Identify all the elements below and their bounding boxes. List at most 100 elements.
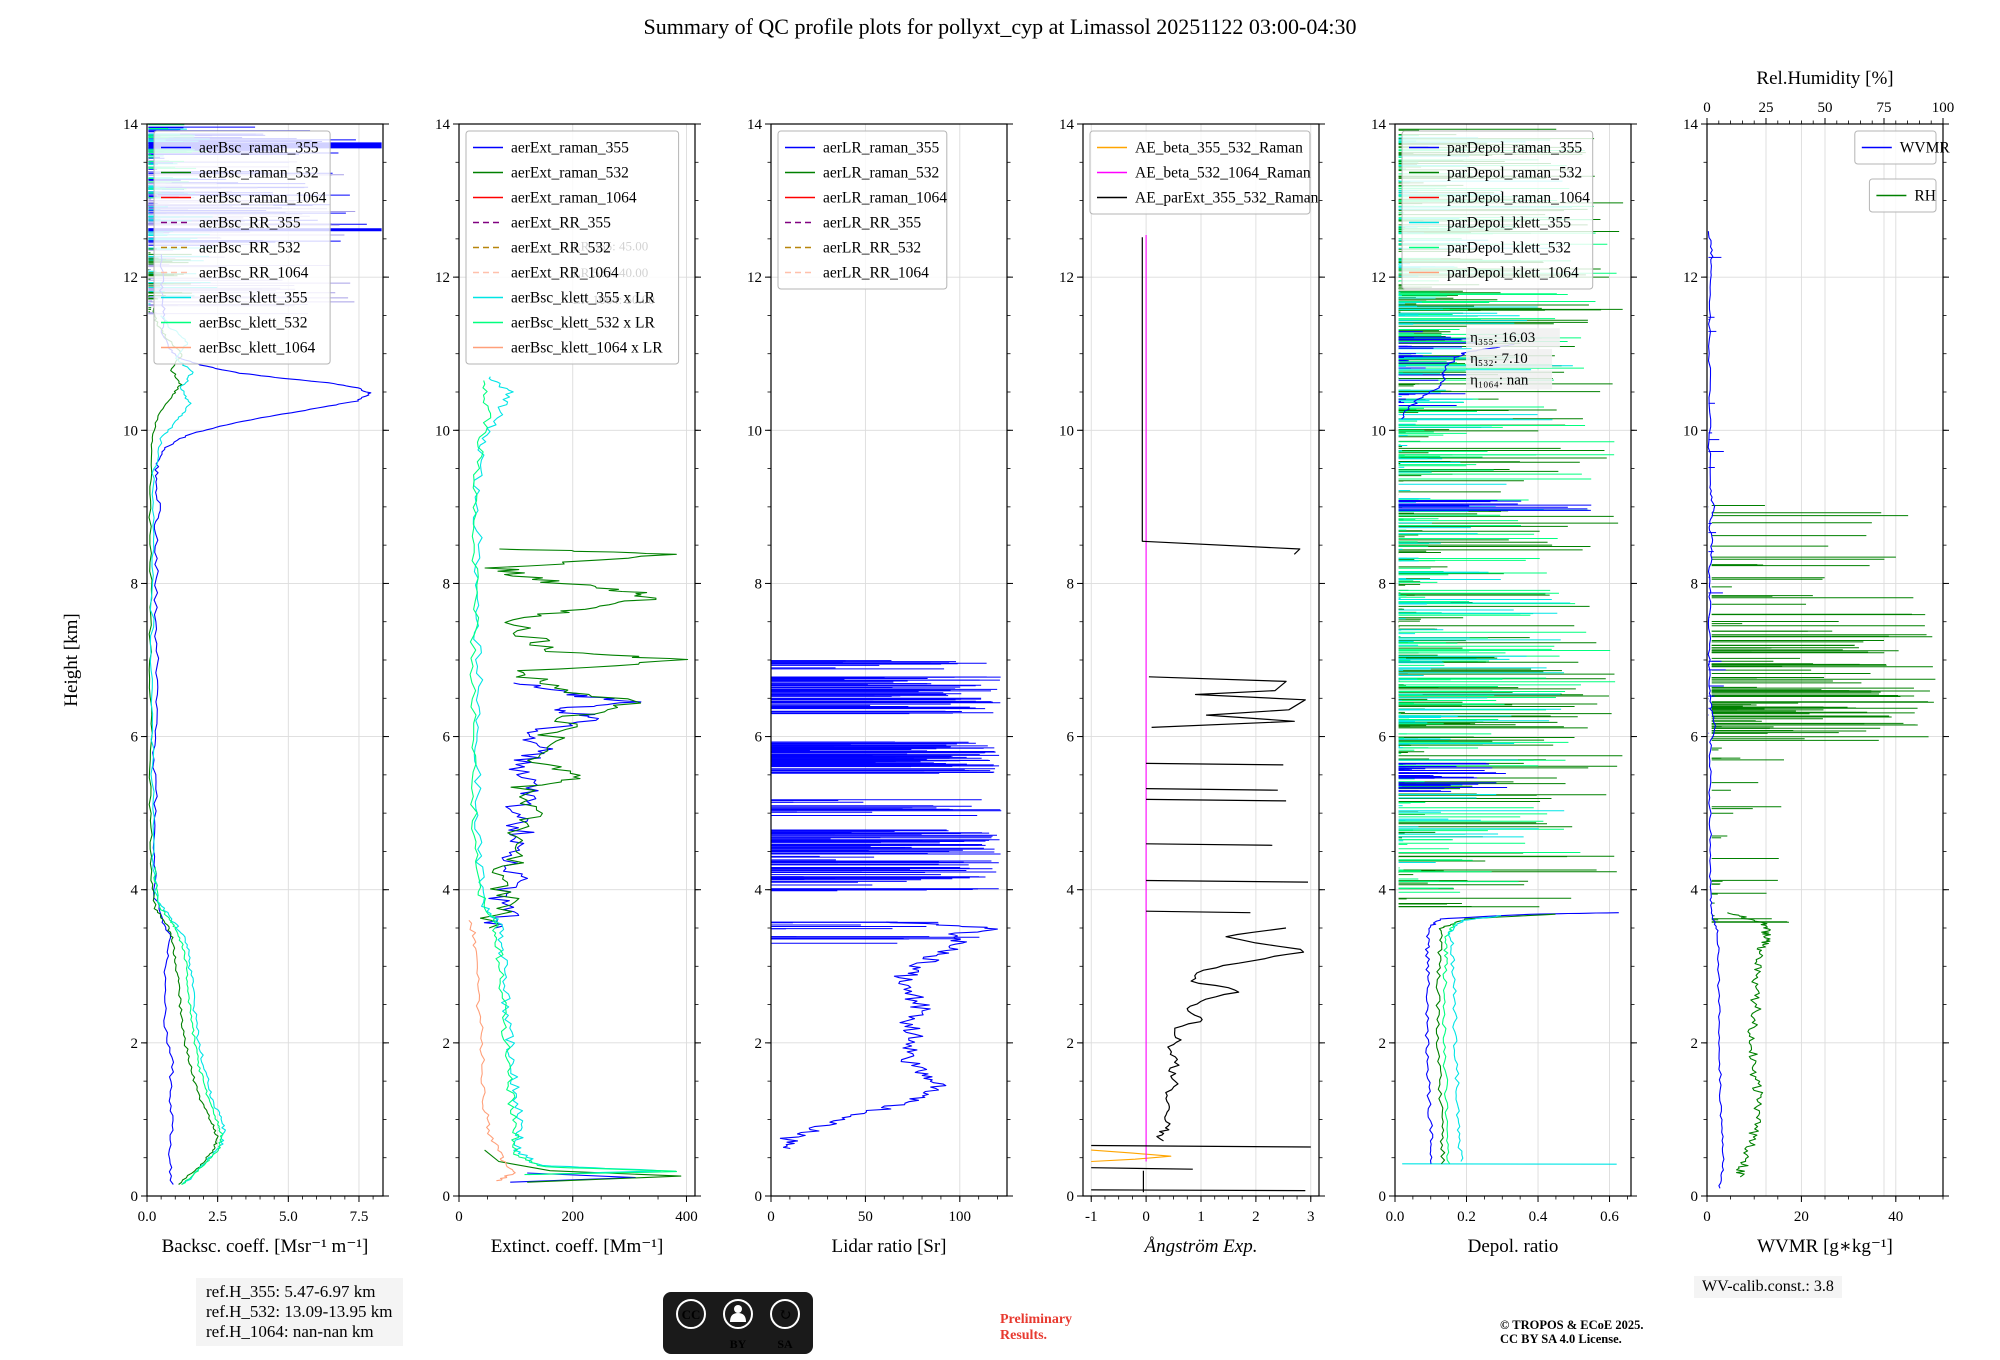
svg-text:12: 12 xyxy=(1371,270,1386,286)
legend-label: RH xyxy=(1914,188,1936,205)
svg-text:8: 8 xyxy=(1067,576,1075,592)
ref-height-355: ref.H_355: 5.47-6.97 km xyxy=(206,1282,376,1301)
legend-label: aerBsc_klett_1064 x LR xyxy=(511,340,663,357)
legend-label: AE_beta_355_532_Raman xyxy=(1135,140,1303,157)
x-axis-label: Backsc. coeff. [Msr⁻¹ m⁻¹] xyxy=(162,1236,369,1257)
noise-rh-noise xyxy=(1711,613,1936,741)
legend-label: aerBsc_raman_355 xyxy=(199,140,319,157)
svg-text:12: 12 xyxy=(1683,270,1698,286)
legend: aerBsc_raman_355 aerBsc_raman_532 aerBsc_r… xyxy=(153,130,331,365)
data-layer xyxy=(1091,235,1311,1193)
legend-label: aerExt_RR_355 xyxy=(511,215,611,232)
svg-text:6: 6 xyxy=(443,730,451,746)
svg-text:0.4: 0.4 xyxy=(1529,1209,1548,1225)
axis-ticks xyxy=(453,123,701,1202)
svg-text:η₁₀₆₄: nan: η₁₀₆₄: nan xyxy=(1470,372,1529,388)
svg-text:-1: -1 xyxy=(1085,1209,1098,1225)
noise-klett-355-noise xyxy=(1398,137,1573,867)
x-axis-label: WVMR [g∗kg⁻¹] xyxy=(1757,1236,1893,1257)
annotation: η₅₃₂: 7.10 xyxy=(1466,348,1553,368)
svg-text:7.5: 7.5 xyxy=(350,1209,369,1225)
badge-sa-label: SA xyxy=(777,1337,793,1351)
legend-label: AE_parExt_355_532_Raman xyxy=(1135,190,1319,207)
legend: parDepol_raman_355 parDepol_raman_532 parD… xyxy=(1401,130,1594,290)
legend: WVMR xyxy=(1854,130,1951,165)
legend-label: WVMR xyxy=(1900,140,1951,157)
series-parDepol_klett_532 xyxy=(1441,921,1456,1165)
svg-text:2: 2 xyxy=(1067,1036,1075,1052)
legend-label: aerBsc_klett_1064 xyxy=(199,340,315,357)
svg-text:400: 400 xyxy=(675,1209,698,1225)
legend-label: aerLR_RR_355 xyxy=(823,215,921,232)
svg-text:20: 20 xyxy=(1794,1209,1809,1225)
person-head-icon xyxy=(734,1305,742,1313)
svg-text:0: 0 xyxy=(1379,1189,1387,1205)
svg-text:0: 0 xyxy=(1703,1209,1711,1225)
svg-text:100: 100 xyxy=(1932,100,1955,116)
series-AE_parExt-segH xyxy=(1091,1189,1306,1192)
data-layer xyxy=(771,660,1002,1150)
x-axis-label: Ångström Exp. xyxy=(1143,1236,1258,1257)
legend-label: aerBsc_klett_532 x LR xyxy=(511,315,655,332)
noise-raman-355-noise xyxy=(1398,762,1508,792)
svg-text:0: 0 xyxy=(443,1189,451,1205)
svg-text:200: 200 xyxy=(561,1209,584,1225)
tick-labels: 0 2 4 6 8 10 12 14 0.0 0.2 0.4 0.6 xyxy=(1371,117,1619,1225)
cc-icon-label: CC xyxy=(682,1307,701,1322)
legend-label: aerBsc_klett_532 xyxy=(199,315,307,332)
svg-text:2: 2 xyxy=(1379,1036,1387,1052)
svg-text:4: 4 xyxy=(443,883,451,899)
svg-text:100: 100 xyxy=(949,1209,972,1225)
legend-label: parDepol_klett_1064 xyxy=(1447,265,1579,282)
panel-angstrom: 0 2 4 6 8 10 12 14 -1 0 1 2 3 Ångström Exp. AE_beta_35… xyxy=(1024,60,1336,1300)
ref-height-532: ref.H_532: 13.09-13.95 km xyxy=(206,1302,393,1321)
svg-text:0.0: 0.0 xyxy=(1386,1209,1405,1225)
svg-text:12: 12 xyxy=(435,270,450,286)
copyright-note: © TROPOS & ECoE 2025. CC BY SA 4.0 Licen… xyxy=(1500,1318,1644,1346)
attribution-person-icon xyxy=(723,1299,753,1329)
svg-text:6: 6 xyxy=(1691,730,1699,746)
svg-text:6: 6 xyxy=(1379,730,1387,746)
panel-backscatter: 0 2 4 6 8 10 12 14 0.0 2.5 5.0 7.5 Backsc. coeff. [M… xyxy=(88,60,400,1300)
svg-text:8: 8 xyxy=(443,576,451,592)
svg-text:25: 25 xyxy=(1759,100,1774,116)
preliminary-note: Preliminary Results. xyxy=(1000,1312,1073,1343)
legend-label: aerExt_raman_355 xyxy=(511,140,629,157)
legend-label: aerLR_RR_532 xyxy=(823,240,921,257)
badge-by-label: BY xyxy=(730,1337,747,1351)
cc-license-badge: CC ↻ BY SA xyxy=(663,1292,813,1354)
grid-lines xyxy=(1706,123,1944,1197)
svg-text:75: 75 xyxy=(1877,100,1892,116)
legend-label: aerBsc_RR_1064 xyxy=(199,265,309,282)
noise-lr355-band xyxy=(771,676,1001,715)
badge-background xyxy=(663,1292,813,1354)
series-aerBsc_klett_532_x_LR xyxy=(469,380,678,1176)
legend: aerLR_raman_355 aerLR_raman_532 aerLR_rama… xyxy=(777,130,948,290)
series-aerExt_raman_532-low xyxy=(484,1149,682,1183)
depol-plot: η₃₅₅: 16.03 η₅₃₂: 7.10 η₁₀₆₄: nan 0 2 4 6 8 10 12… xyxy=(1371,117,1637,1257)
svg-text:10: 10 xyxy=(123,423,138,439)
noise-rh-noise xyxy=(1711,747,1789,923)
series-parDepol_klett_355 xyxy=(1447,915,1502,1162)
legend-label: aerExt_raman_532 xyxy=(511,165,629,182)
series-aerExt_raman_532 xyxy=(479,548,689,929)
noise-lr355-band xyxy=(771,829,1001,892)
series-aerBsc_raman_355 xyxy=(152,254,372,1185)
svg-text:0: 0 xyxy=(455,1209,463,1225)
legend-label: aerExt_RR_1064 xyxy=(511,265,619,282)
series-aerExt_raman_355 xyxy=(483,682,642,929)
svg-text:2: 2 xyxy=(443,1036,451,1052)
svg-text:10: 10 xyxy=(1371,423,1386,439)
noise-raman-355-noise xyxy=(1398,331,1478,406)
x-axis-label: Lidar ratio [Sr] xyxy=(831,1236,946,1257)
svg-text:50: 50 xyxy=(858,1209,873,1225)
legend: RH xyxy=(1868,178,1937,213)
svg-text:10: 10 xyxy=(435,423,450,439)
svg-text:8: 8 xyxy=(1691,576,1699,592)
grid-lines xyxy=(1083,123,1319,1197)
svg-text:14: 14 xyxy=(1059,117,1075,133)
svg-text:10: 10 xyxy=(1059,423,1074,439)
